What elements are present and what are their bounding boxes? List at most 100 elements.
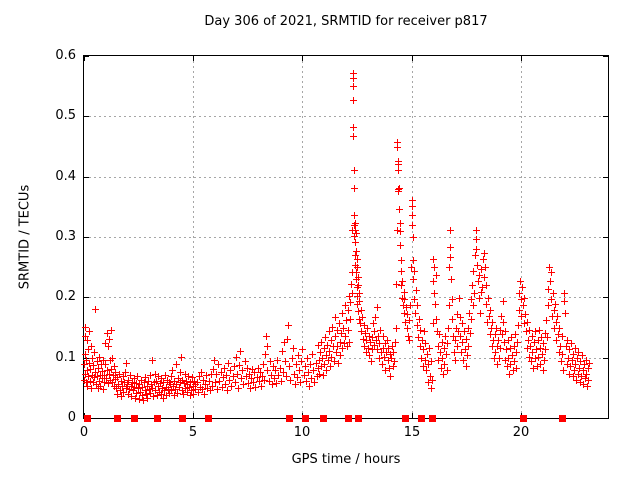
data-point — [222, 381, 229, 388]
tick-mark — [412, 56, 413, 61]
data-point — [535, 354, 542, 361]
data-point — [575, 349, 582, 356]
data-point — [167, 381, 174, 388]
data-point — [507, 345, 514, 352]
data-point — [520, 302, 527, 309]
data-point — [399, 278, 406, 285]
data-point — [354, 256, 361, 263]
data-point — [471, 290, 478, 297]
data-point — [353, 276, 360, 283]
data-point — [325, 357, 332, 364]
data-point — [377, 327, 384, 334]
data-point — [85, 346, 92, 353]
data-point — [404, 311, 411, 318]
data-point — [334, 327, 341, 334]
data-point — [118, 393, 125, 400]
data-point — [565, 355, 572, 362]
data-point — [307, 361, 314, 368]
data-point — [524, 319, 531, 326]
data-point — [469, 282, 476, 289]
data-point-zero — [320, 415, 327, 422]
data-point — [558, 358, 565, 365]
data-point — [563, 343, 570, 350]
data-point — [517, 278, 524, 285]
data-point — [95, 365, 102, 372]
data-point — [163, 384, 170, 391]
data-point — [281, 339, 288, 346]
data-point — [494, 343, 501, 350]
data-point — [122, 369, 129, 376]
data-point — [562, 310, 569, 317]
data-point — [251, 369, 258, 376]
data-point — [441, 345, 448, 352]
data-point — [447, 254, 454, 261]
data-point — [407, 302, 414, 309]
data-point — [185, 373, 192, 380]
data-point — [373, 337, 380, 344]
data-point — [179, 377, 186, 384]
data-point — [252, 384, 259, 391]
data-point — [566, 346, 573, 353]
data-point — [402, 319, 409, 326]
data-point — [429, 377, 436, 384]
data-point — [446, 302, 453, 309]
data-point — [454, 343, 461, 350]
data-point — [473, 227, 480, 234]
data-point — [339, 310, 346, 317]
data-point — [570, 351, 577, 358]
data-point — [148, 381, 155, 388]
data-point — [84, 337, 91, 344]
data-point — [561, 298, 568, 305]
data-point — [261, 377, 268, 384]
data-point — [351, 222, 358, 229]
data-point — [346, 293, 353, 300]
data-point — [259, 373, 266, 380]
data-point — [238, 375, 245, 382]
data-point — [578, 373, 585, 380]
data-point — [361, 343, 368, 350]
data-point — [168, 373, 175, 380]
data-point — [98, 361, 105, 368]
data-point — [359, 314, 366, 321]
data-point — [411, 296, 418, 303]
data-point — [490, 337, 497, 344]
data-point — [401, 310, 408, 317]
data-point — [147, 372, 154, 379]
data-point — [285, 322, 292, 329]
data-point — [231, 363, 238, 370]
data-point — [266, 378, 273, 385]
data-point — [94, 373, 101, 380]
data-point — [274, 357, 281, 364]
data-point — [202, 381, 209, 388]
y-gridline — [84, 297, 608, 298]
data-point — [551, 325, 558, 332]
data-point — [392, 339, 399, 346]
data-point — [354, 293, 361, 300]
data-point — [143, 391, 150, 398]
y-gridline — [84, 237, 608, 238]
data-point — [355, 308, 362, 315]
data-point — [277, 365, 284, 372]
data-point — [561, 290, 568, 297]
data-point — [444, 367, 451, 374]
data-point — [192, 386, 199, 393]
data-point — [99, 368, 106, 375]
data-point — [158, 375, 165, 382]
data-point — [483, 282, 490, 289]
data-point — [135, 385, 142, 392]
data-point — [572, 345, 579, 352]
data-point — [213, 371, 220, 378]
data-point — [427, 373, 434, 380]
data-point — [232, 379, 239, 386]
data-point — [120, 389, 127, 396]
data-point — [254, 374, 261, 381]
data-point — [112, 369, 119, 376]
data-point — [477, 310, 484, 317]
data-point — [102, 340, 109, 347]
data-point — [306, 383, 313, 390]
data-point — [297, 379, 304, 386]
data-point — [418, 355, 425, 362]
data-point — [360, 336, 367, 343]
data-point — [286, 363, 293, 370]
data-point — [507, 361, 514, 368]
